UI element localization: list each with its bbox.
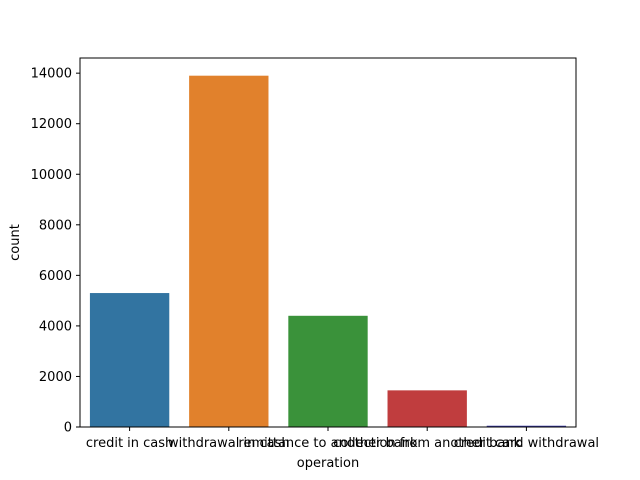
x-tick-label-0: credit in cash	[86, 436, 173, 451]
x-tick-label-3: collection from another bank	[333, 436, 521, 451]
bars-group	[89, 75, 567, 428]
y-tick-label-7: 14000	[31, 67, 72, 82]
bar-3	[387, 390, 467, 427]
y-tick-label-2: 4000	[39, 319, 72, 334]
bar-0	[89, 293, 170, 427]
y-tick-label-1: 2000	[39, 370, 72, 385]
x-axis-label: operation	[297, 456, 359, 471]
bar-1	[189, 75, 269, 428]
y-tick-label-3: 6000	[39, 269, 72, 284]
y-tick-label-5: 10000	[31, 168, 72, 183]
y-tick-label-0: 0	[64, 421, 72, 436]
x-tick-label-2: remittance to another bank	[238, 436, 418, 451]
y-axis-label: count	[8, 224, 23, 261]
x-tick-label-4: credit card withdrawal	[454, 436, 599, 451]
bar-2	[288, 315, 368, 427]
bar-4	[486, 425, 567, 427]
y-tick-label-4: 8000	[39, 218, 72, 233]
y-axis-ticks: 0 2000 4000 6000 8000 10000 12000 14000	[31, 67, 80, 436]
x-tick-label-1: withdrawal in cash	[168, 436, 290, 451]
y-tick-label-6: 12000	[31, 117, 72, 132]
